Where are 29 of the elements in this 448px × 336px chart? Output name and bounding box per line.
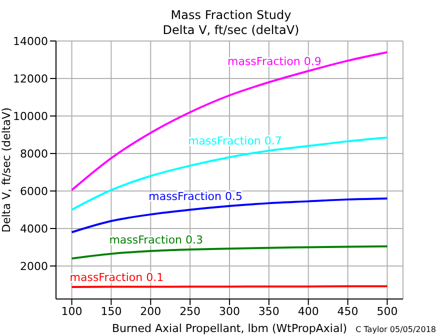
y-tick-label: 12000 <box>13 72 48 86</box>
x-tick-label: 250 <box>180 304 201 318</box>
x-tick-label: 450 <box>337 304 358 318</box>
y-tick-label: 10000 <box>13 110 48 123</box>
line-series <box>70 245 388 260</box>
x-tick-label: 350 <box>258 304 280 318</box>
x-tick-label: 100 <box>61 304 82 318</box>
series-label: massFraction 0.3 <box>109 234 204 246</box>
y-tick-label: 6000 <box>20 184 48 198</box>
series-label: massFraction 0.7 <box>188 134 282 148</box>
line-series <box>70 136 388 211</box>
x-tick-label: 150 <box>100 304 122 318</box>
y-tick-label: 2000 <box>20 260 48 273</box>
text: C Taylor 05/05/2018 <box>356 325 436 334</box>
x-axis-title: Burned Axial Propellant, lbm (WtPropAxial) <box>112 322 348 335</box>
chart-subtitle: Delta V, ft/sec (deltaV) <box>162 23 300 37</box>
line-series <box>70 51 388 192</box>
y-tick-label: 14000 <box>13 34 48 48</box>
x-tick-label: 500 <box>376 304 398 318</box>
series-label: massFraction 0.5 <box>148 190 242 203</box>
y-tick-label: 4000 <box>20 222 48 236</box>
y-tick-label: 8000 <box>20 147 48 160</box>
x-tick-label: 200 <box>140 304 162 318</box>
x-tick-label: 300 <box>219 304 240 318</box>
series-label: massFraction 0.1 <box>70 270 164 284</box>
chart-title: Mass Fraction Study <box>170 8 292 23</box>
series-label: massFraction 0.9 <box>228 55 322 68</box>
y-axis-title: Delta V, ft/sec (deltaV) <box>0 107 13 233</box>
x-tick-label: 400 <box>298 304 319 318</box>
